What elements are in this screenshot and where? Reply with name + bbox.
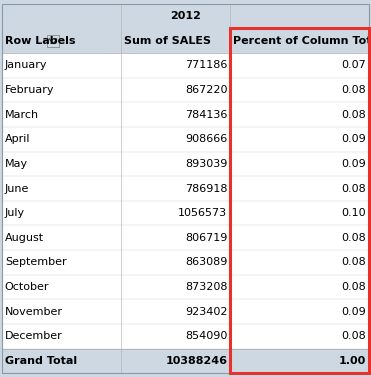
- Bar: [121, 324, 230, 349]
- Bar: [121, 250, 230, 275]
- Text: 0.08: 0.08: [341, 233, 366, 243]
- Bar: [121, 28, 230, 53]
- Bar: [230, 250, 369, 275]
- Text: 854090: 854090: [185, 331, 227, 341]
- Text: 0.09: 0.09: [341, 307, 366, 317]
- Bar: [121, 299, 230, 324]
- Text: 2012: 2012: [170, 11, 201, 21]
- Text: April: April: [5, 134, 30, 144]
- Text: 784136: 784136: [185, 110, 227, 120]
- Text: 908666: 908666: [185, 134, 227, 144]
- Bar: [2, 349, 121, 373]
- Text: 0.08: 0.08: [341, 331, 366, 341]
- Bar: [2, 299, 121, 324]
- Bar: [2, 225, 121, 250]
- Bar: [2, 152, 121, 176]
- Text: 1056573: 1056573: [178, 208, 227, 218]
- Bar: [121, 349, 230, 373]
- Bar: [121, 275, 230, 299]
- Bar: [230, 152, 369, 176]
- Bar: [2, 4, 369, 28]
- Bar: [2, 102, 121, 127]
- Bar: [230, 299, 369, 324]
- Text: 0.09: 0.09: [341, 134, 366, 144]
- Bar: [121, 176, 230, 201]
- Bar: [230, 225, 369, 250]
- Text: June: June: [5, 184, 29, 193]
- Text: Percent of Column Total: Percent of Column Total: [233, 36, 371, 46]
- Text: 863089: 863089: [185, 257, 227, 267]
- Text: 0.08: 0.08: [341, 110, 366, 120]
- Text: 806719: 806719: [185, 233, 227, 243]
- Text: 0.09: 0.09: [341, 159, 366, 169]
- Bar: [2, 201, 121, 225]
- Bar: [121, 152, 230, 176]
- Bar: [121, 127, 230, 152]
- Bar: [230, 349, 369, 373]
- Text: 0.07: 0.07: [341, 60, 366, 70]
- Bar: [121, 102, 230, 127]
- Bar: [230, 324, 369, 349]
- Bar: [2, 324, 121, 349]
- Text: 0.10: 0.10: [342, 208, 366, 218]
- Text: 771186: 771186: [185, 60, 227, 70]
- Bar: [2, 275, 121, 299]
- Bar: [2, 176, 121, 201]
- Bar: [230, 28, 369, 373]
- Text: 0.08: 0.08: [341, 85, 366, 95]
- Text: Grand Total: Grand Total: [5, 356, 77, 366]
- Text: Row Labels: Row Labels: [5, 36, 75, 46]
- Text: May: May: [5, 159, 28, 169]
- Text: January: January: [5, 60, 47, 70]
- Text: 10388246: 10388246: [165, 356, 227, 366]
- Text: December: December: [5, 331, 63, 341]
- Bar: [230, 127, 369, 152]
- Bar: [230, 275, 369, 299]
- Text: August: August: [5, 233, 44, 243]
- Text: 1.00: 1.00: [339, 356, 366, 366]
- Text: 867220: 867220: [185, 85, 227, 95]
- Text: February: February: [5, 85, 54, 95]
- Text: July: July: [5, 208, 25, 218]
- Bar: [121, 201, 230, 225]
- Bar: [230, 201, 369, 225]
- Text: 786918: 786918: [185, 184, 227, 193]
- Text: 0.08: 0.08: [341, 184, 366, 193]
- Text: October: October: [5, 282, 49, 292]
- Bar: [2, 127, 121, 152]
- Bar: [230, 28, 369, 53]
- Text: Sum of SALES: Sum of SALES: [124, 36, 211, 46]
- Bar: [230, 78, 369, 102]
- Bar: [47, 35, 59, 47]
- Text: 923402: 923402: [185, 307, 227, 317]
- Bar: [2, 250, 121, 275]
- Text: 893039: 893039: [185, 159, 227, 169]
- Text: March: March: [5, 110, 39, 120]
- Bar: [2, 53, 121, 78]
- Bar: [2, 28, 121, 53]
- Text: September: September: [5, 257, 66, 267]
- Text: November: November: [5, 307, 63, 317]
- Bar: [121, 78, 230, 102]
- Bar: [2, 78, 121, 102]
- Bar: [230, 176, 369, 201]
- Bar: [230, 102, 369, 127]
- Text: 0.08: 0.08: [341, 257, 366, 267]
- Text: 873208: 873208: [185, 282, 227, 292]
- Bar: [230, 53, 369, 78]
- Bar: [121, 225, 230, 250]
- Bar: [121, 53, 230, 78]
- Text: 0.08: 0.08: [341, 282, 366, 292]
